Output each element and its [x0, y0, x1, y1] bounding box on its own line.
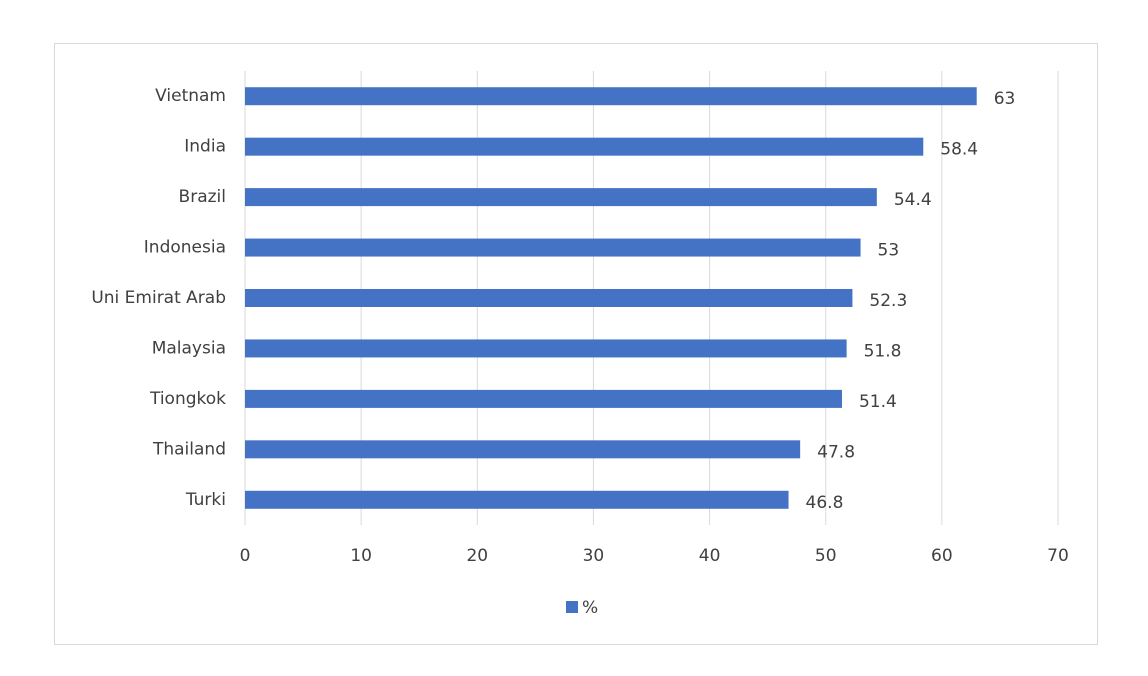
y-tick-label: Malaysia — [152, 338, 226, 358]
y-tick-label: Brazil — [179, 187, 226, 207]
y-tick-label: Turki — [185, 490, 226, 510]
bar — [245, 87, 977, 106]
data-label: 54.4 — [894, 190, 932, 210]
legend-swatch — [566, 601, 578, 613]
data-label: 46.8 — [806, 493, 844, 513]
data-label: 53 — [878, 241, 900, 261]
data-label: 51.8 — [864, 341, 902, 361]
data-label: 52.3 — [869, 291, 907, 311]
legend-label: % — [582, 598, 598, 618]
x-tick-label: 60 — [931, 546, 953, 566]
y-tick-label: Tiongkok — [149, 389, 226, 409]
bar — [245, 188, 877, 207]
bar — [245, 389, 842, 408]
bar — [245, 289, 853, 307]
data-label: 47.8 — [817, 442, 855, 462]
bar — [245, 339, 847, 358]
data-label: 63 — [994, 89, 1016, 109]
bar — [245, 238, 861, 257]
data-label: 51.4 — [859, 392, 897, 412]
x-tick-label: 70 — [1047, 546, 1069, 566]
x-tick-label: 50 — [815, 546, 837, 566]
x-tick-label: 20 — [466, 546, 488, 566]
bar — [245, 440, 801, 459]
y-tick-label: India — [184, 137, 226, 157]
data-label: 58.4 — [940, 140, 978, 160]
y-tick-label: Uni Emirat Arab — [91, 288, 226, 308]
y-tick-label: Indonesia — [144, 238, 226, 258]
x-tick-label: 10 — [350, 546, 372, 566]
bar — [245, 137, 924, 156]
bar — [245, 490, 789, 509]
y-tick-label: Thailand — [152, 439, 226, 459]
x-tick-label: 0 — [240, 546, 251, 566]
y-tick-label: Vietnam — [155, 86, 226, 106]
x-tick-label: 30 — [583, 546, 605, 566]
x-tick-label: 40 — [699, 546, 721, 566]
